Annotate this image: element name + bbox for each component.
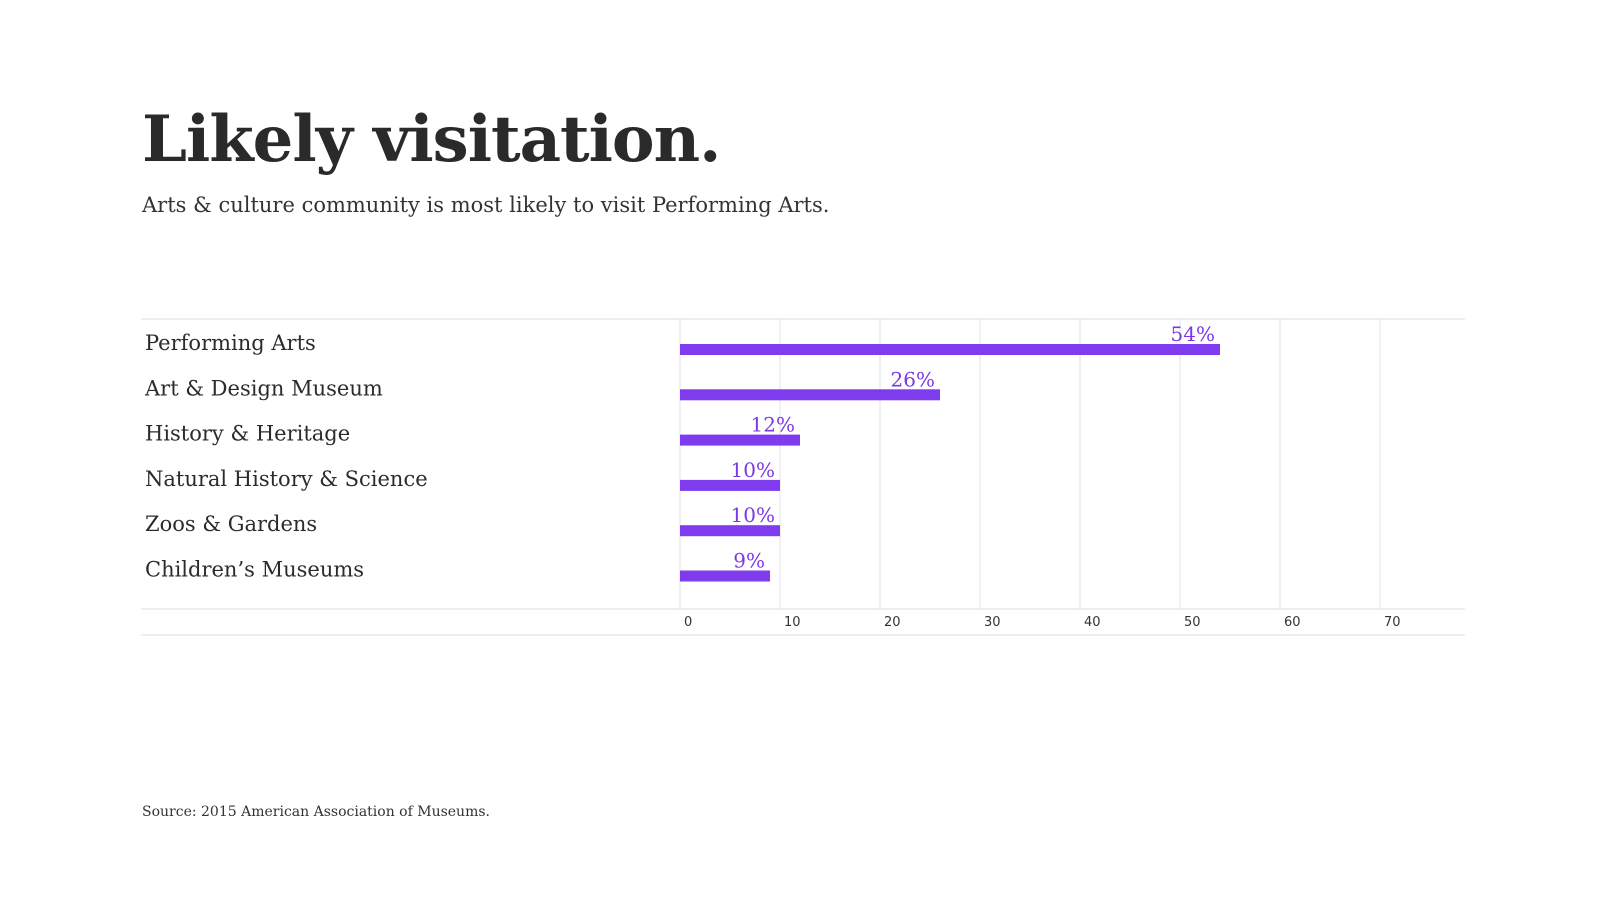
bar [680,344,1220,355]
category-label: Zoos & Gardens [145,512,317,536]
category-label: Art & Design Museum [144,376,383,400]
data-label: 54% [1171,322,1215,346]
data-label: 12% [751,413,795,437]
x-tick-label: 60 [1284,615,1301,630]
x-tick-label: 70 [1384,615,1401,630]
category-label: Children’s Museums [145,558,364,582]
bars [680,344,1220,582]
data-label: 9% [733,549,765,573]
x-tick-label: 40 [1084,615,1101,630]
page-title: Likely visitation. [142,102,721,177]
data-label: 10% [731,458,775,482]
category-label: Natural History & Science [145,467,428,491]
bar [680,570,770,582]
x-tick-label: 20 [884,615,901,630]
chart-rules [141,318,1465,636]
data-label: 10% [731,503,775,527]
source-note: Source: 2015 American Association of Mus… [142,804,490,820]
category-label: Performing Arts [145,331,316,355]
bar [680,525,780,537]
x-tick-label: 10 [784,615,801,630]
page-subtitle: Arts & culture community is most likely … [142,193,830,217]
category-labels: Performing Arts Art & Design Museum Histor… [144,331,428,582]
x-axis-ticks: 0 10 20 30 40 50 60 70 [684,615,1401,630]
data-labels: 54% 26% 12% 10% 10% 9% [731,322,1215,573]
x-tick-label: 0 [684,615,692,630]
category-label: History & Heritage [145,422,350,446]
gridlines [679,319,1381,609]
bar [680,389,940,401]
data-label: 26% [891,367,935,391]
bar [680,434,800,446]
x-tick-label: 30 [984,615,1001,630]
x-tick-label: 50 [1184,615,1201,630]
bar [680,479,780,491]
